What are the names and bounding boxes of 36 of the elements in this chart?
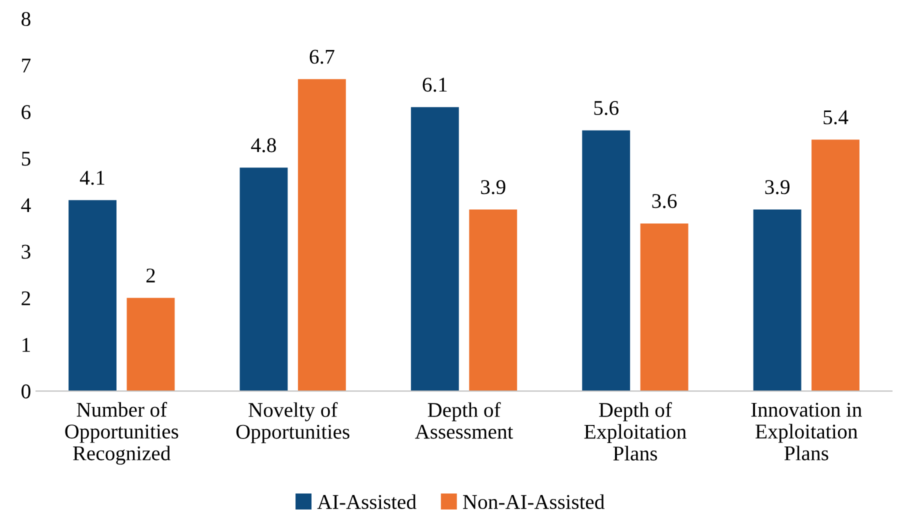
x-tick-label: Innovation in Exploitation Plans — [751, 402, 862, 460]
bar — [469, 209, 518, 392]
bar — [68, 200, 116, 392]
y-tick-label: 0 — [22, 384, 30, 398]
data-label: 3.9 — [481, 180, 506, 194]
bar — [298, 79, 346, 392]
data-label: 3.6 — [652, 194, 677, 208]
bar — [410, 107, 459, 392]
data-label: 2 — [146, 268, 155, 282]
bar — [582, 130, 630, 392]
bar — [126, 298, 175, 392]
bar — [640, 223, 688, 392]
y-tick-label: 6 — [22, 105, 31, 120]
data-label: 5.4 — [824, 110, 848, 124]
data-label: 4.1 — [80, 170, 104, 185]
legend-label: Non-AI-Assisted — [463, 494, 605, 510]
y-tick-label: 8 — [22, 12, 30, 26]
x-tick-label: Depth of Assessment — [415, 402, 514, 439]
x-tick-label: Novelty of Opportunities — [236, 402, 350, 444]
y-tick-label: 2 — [22, 291, 30, 306]
bar — [240, 168, 288, 392]
bar — [753, 209, 802, 392]
data-label: 4.8 — [251, 138, 276, 152]
y-tick-label: 4 — [21, 198, 31, 212]
x-tick-label: Depth of Exploitation Plans — [584, 402, 686, 461]
data-label: 6.7 — [310, 50, 334, 64]
bar — [812, 140, 860, 392]
x-tick-label: Number of Opportunities Recognized — [65, 402, 178, 465]
legend-label: AI-Assisted — [317, 494, 416, 510]
y-tick-label: 7 — [22, 58, 31, 72]
data-label: 3.9 — [765, 180, 790, 194]
y-tick-label: 5 — [22, 152, 30, 166]
data-label: 6.1 — [422, 78, 447, 92]
data-label: 5.6 — [594, 100, 618, 116]
y-tick-label: 1 — [22, 338, 30, 352]
y-tick-label: 3 — [22, 244, 30, 259]
